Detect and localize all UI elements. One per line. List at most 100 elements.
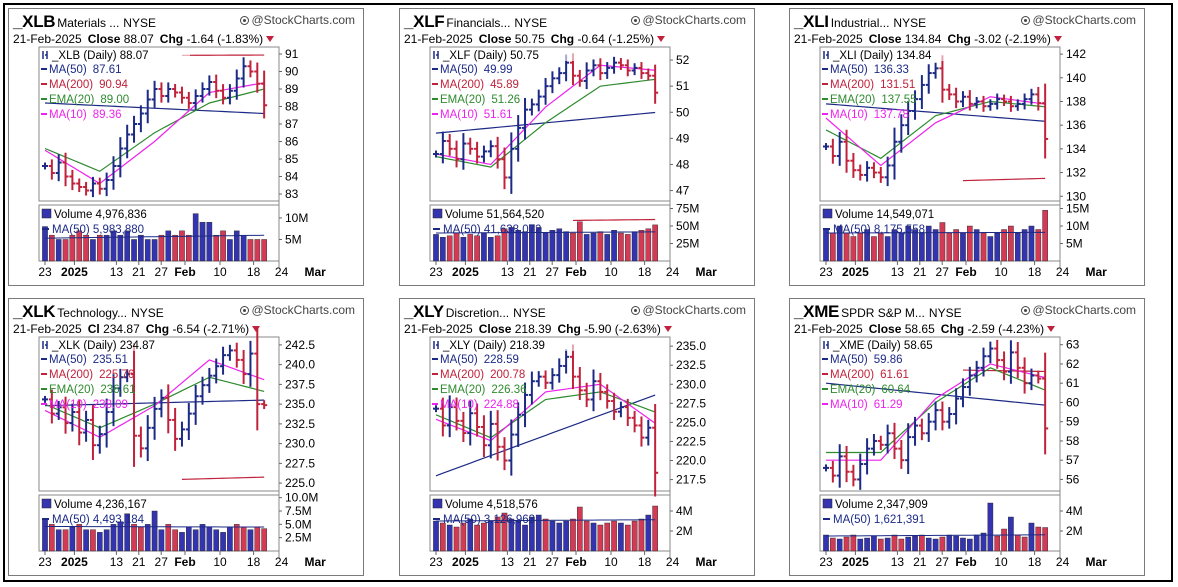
x-tick-label: Feb [565, 265, 586, 279]
ohlc-bar [638, 62, 645, 79]
volume-bar [973, 534, 980, 552]
ohlc-bar [83, 410, 90, 442]
volume-bar [864, 537, 870, 552]
ohlc-bar [870, 162, 877, 179]
ohlc-bar [535, 89, 542, 112]
ticker-symbol[interactable]: _XME [794, 302, 840, 321]
x-tick-label: Feb [174, 555, 195, 569]
legend-entry: MA(50) 49.99 [440, 64, 512, 76]
ohlc-bar [522, 382, 529, 428]
x-tick-label: 21 [132, 555, 146, 569]
x-tick-label: 21 [913, 265, 927, 279]
volume-tick-label: 75M [676, 202, 699, 216]
price-tick-label: 136 [1066, 118, 1086, 132]
ohlc-bar [597, 58, 604, 81]
chart-panel-xme[interactable]: _XME SPDR S&P M... NYSE @StockCharts.com 21-… [789, 298, 1145, 576]
chart-header: _XLY Discretion... NYSE [404, 302, 754, 322]
ohlc-bar [453, 140, 460, 168]
x-tick-label: 2025 [61, 265, 88, 279]
ohlc-bar [925, 64, 932, 94]
x-tick-label: 23 [429, 555, 443, 569]
volume-bar [42, 518, 48, 552]
chart-panel-xly[interactable]: _XLY Discretion... NYSE @StockCharts.com 21-… [399, 298, 755, 576]
volume-bar [836, 538, 843, 552]
quote-line: 21-Feb-2025 Close 50.75 Chg -0.64 (-1.25%) [404, 32, 754, 47]
volume-legend-swatch [41, 498, 52, 509]
volume-bar [577, 506, 583, 552]
volume-bar [254, 239, 261, 262]
volume-bar [953, 229, 959, 262]
volume-bar [453, 232, 460, 262]
volume-legend: Volume 51,564,520 MA(50) 41,638,072 [432, 208, 544, 236]
ohlc-bar [240, 350, 247, 384]
x-tick-label: 24 [275, 555, 289, 569]
quote-date: 21-Feb-2025 [13, 322, 82, 336]
volume-bar [570, 518, 576, 552]
ohlc-bar [261, 70, 268, 119]
volume-bar [570, 232, 576, 262]
volume-bar [460, 236, 467, 262]
ticker-symbol[interactable]: _XLI [794, 12, 829, 31]
price-tick-label: 56 [1066, 472, 1080, 486]
volume-tick-label: 4M [676, 504, 693, 518]
volume-bar [49, 234, 55, 262]
chart-panel-xlb[interactable]: _XLB Materials ... NYSE @StockCharts.com 21-… [8, 8, 364, 286]
price-tick-label: 52 [676, 53, 690, 67]
ohlc-bar [178, 421, 185, 447]
volume-ma-label: MA(50) 4,493,184 [52, 514, 145, 526]
ohlc-bar [877, 166, 884, 183]
ohlc-bar [932, 62, 939, 79]
ohlc-bar [590, 369, 597, 412]
ohlc-bar [185, 91, 192, 109]
volume-bar [823, 229, 829, 262]
down-triangle-icon [1053, 36, 1062, 42]
ohlc-bar [590, 59, 597, 77]
volume-title: Volume 4,236,167 [54, 499, 147, 511]
ma50-line [435, 394, 656, 477]
ohlc-bar [1035, 370, 1042, 384]
ohlc-bar [474, 403, 481, 437]
volume-bar [850, 534, 857, 552]
x-tick-label: 23 [819, 265, 833, 279]
quote-line: 21-Feb-2025 Cl 234.87 Chg -6.54 (-2.71%) [13, 322, 363, 337]
ohlc-bar [1007, 340, 1014, 384]
price-tick-label: 89 [285, 82, 299, 96]
ohlc-bar [1035, 86, 1042, 111]
volume-bar [905, 225, 911, 262]
ohlc-bar [877, 435, 884, 450]
price-tick-label: 57 [1066, 453, 1080, 467]
volume-bar [433, 520, 439, 552]
volume-bar [1008, 516, 1014, 552]
fund-name: SPDR S&P M... [841, 306, 925, 320]
legend-entry: MA(50) 228.59 [440, 354, 519, 366]
volume-bar [638, 518, 645, 552]
chart-panel-xlk[interactable]: _XLK Technology... NYSE @StockCharts.com 21-… [8, 298, 364, 576]
ohlc-bar [946, 84, 953, 100]
price-tick-label: 217.5 [676, 473, 706, 487]
ticker-symbol[interactable]: _XLK [13, 302, 56, 321]
price-tick-label: 47 [676, 184, 690, 198]
chart-panel-xlf[interactable]: _XLF Financials... NYSE @StockCharts.com 21-… [399, 8, 755, 286]
ohlc-bar [137, 105, 144, 133]
price-tick-label: 232.5 [285, 417, 315, 431]
price-tick-label: 87 [285, 117, 299, 131]
change-value: -5.90 (-2.63%) [584, 322, 661, 336]
volume-bar [542, 518, 549, 552]
price-tick-label: 230.0 [676, 377, 706, 391]
ticker-symbol[interactable]: _XLB [13, 12, 56, 31]
ma200-line [962, 177, 1046, 182]
volume-bar [843, 536, 850, 552]
volume-bar [884, 236, 891, 262]
price-tick-label: 48 [676, 157, 690, 171]
chart-panel-xli[interactable]: _XLI Industrial... NYSE @StockCharts.com 21-… [789, 8, 1145, 286]
ohlc-bar [987, 99, 994, 111]
volume-bar [227, 239, 233, 262]
ohlc-legend-icon [823, 341, 829, 349]
ohlc-bar [515, 402, 522, 447]
ticker-symbol[interactable]: _XLY [404, 302, 444, 321]
price-chart-svg: 91 90 89 88 87 86 85 84 83 10M 5M _XLB (Daily) 88.0… [38, 46, 326, 279]
ohlc-bar [508, 132, 515, 194]
ticker-symbol[interactable]: _XLF [404, 12, 445, 31]
x-tick-label: Feb [565, 555, 586, 569]
volume-bar [590, 522, 597, 552]
